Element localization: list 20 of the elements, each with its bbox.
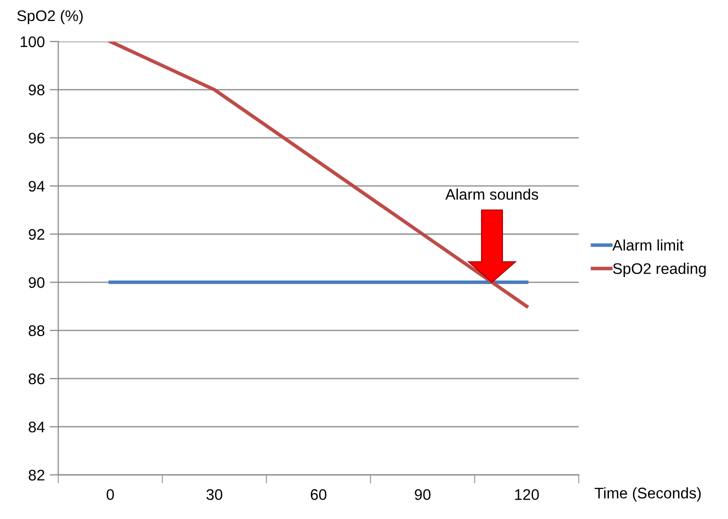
x-tick-label: 90 — [414, 489, 431, 500]
legend-label: Alarm limit — [612, 239, 684, 251]
y-tick-label: 90 — [28, 277, 44, 288]
annotation: Alarm sounds — [445, 188, 538, 200]
y-tick-label: 98 — [28, 84, 44, 96]
x-tick-label: 30 — [206, 489, 222, 500]
y-tick-label: 82 — [28, 470, 44, 481]
x-tick-label: 60 — [310, 489, 326, 500]
y-tick-label: 84 — [28, 422, 45, 432]
x-tick-label: 120 — [515, 489, 539, 500]
x-tick-label: 0 — [106, 489, 114, 500]
y-tick-label: 92 — [28, 228, 44, 240]
y-axis-title: SpO2 (%) — [17, 10, 83, 24]
y-tick-label: 86 — [28, 373, 44, 384]
legend-label: SpO2 reading — [613, 262, 706, 278]
x-axis-title: Time (Seconds) — [594, 487, 701, 502]
y-tick-label: 100 — [20, 36, 44, 48]
y-tick-label: 94 — [28, 180, 45, 192]
y-tick-label: 96 — [28, 132, 44, 144]
y-tick-label: 88 — [28, 325, 44, 336]
